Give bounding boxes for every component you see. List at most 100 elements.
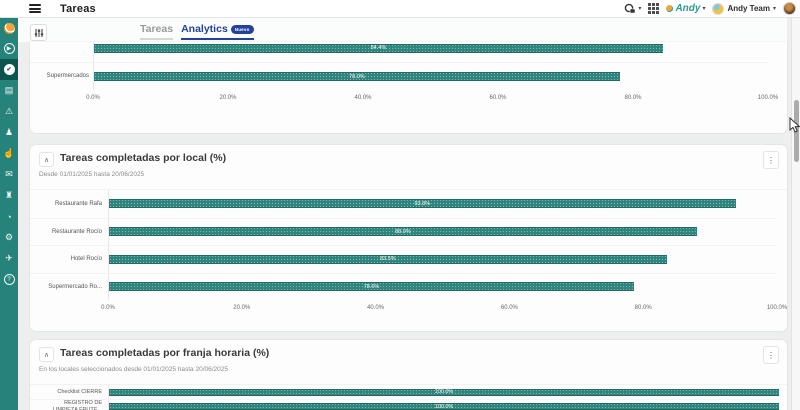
bar-value-label: 83.5% (380, 256, 396, 263)
chevron-down-icon: ▾ (702, 6, 706, 12)
user-avatar[interactable] (783, 2, 796, 15)
mouse-cursor (789, 117, 800, 133)
tab-analytics-label: Analytics (181, 23, 228, 35)
chevron-down-icon: ▾ (772, 6, 776, 12)
settings-icon: ⚙ (4, 232, 14, 242)
bar-track: 83.5% (108, 246, 777, 273)
new-badge: Nuevo (230, 24, 254, 34)
tab-tareas[interactable]: Tareas (140, 23, 174, 40)
time-icon: ◔ (6, 211, 12, 222)
help-icon: ? (3, 274, 15, 285)
bar-value-label: 78.6% (363, 283, 380, 290)
chart-card-franja: ∧ Tareas completadas por franja horaria … (30, 340, 787, 410)
chart-subtitle: En los locales seleccionados desde 01/01… (39, 366, 229, 373)
bar-value-label: 93.8% (414, 200, 431, 207)
sidebar-item-locations[interactable]: ♜ (0, 185, 18, 206)
bar-chart-groups: 84.4% Supermercados 78.0% 0.0% 20.0% 40.0% 60… (30, 42, 787, 105)
bar: 78.0% (94, 72, 620, 81)
locations-icon: ♜ (4, 190, 14, 200)
brand-name: Andy (675, 3, 701, 14)
sidebar-item-hand[interactable]: ☝ (0, 143, 18, 164)
bar: 100.0% (109, 403, 779, 410)
x-tick-label: 100.0% (766, 305, 787, 311)
bar-chart-franja: Checklist CIERRE 100.0% REGISTRO DE LIMPIE… (30, 384, 787, 410)
bar-value-label: 78.0% (349, 73, 365, 80)
kebab-menu-icon[interactable]: ⋮ (763, 346, 779, 364)
category-label: Hotel Rocío (70, 256, 102, 262)
user-badge-icon: ♟ (4, 127, 14, 137)
bar: 83.5% (109, 254, 667, 264)
tabs-strip (18, 18, 787, 42)
bar-track: 100.0% (108, 400, 779, 410)
collapse-button[interactable]: ∧ (39, 347, 54, 362)
apps-grid-icon[interactable] (648, 3, 660, 14)
x-tick-label: 60.0% (489, 95, 507, 101)
sidebar-item-tasks-check[interactable]: ✔ (0, 59, 18, 80)
sidebar-item-settings[interactable]: ⚙ (0, 227, 18, 248)
bar-track: 88.0% (108, 218, 777, 245)
sidebar-item-time[interactable]: ◔ (0, 206, 18, 227)
alerts-icon: ⚠ (4, 106, 14, 116)
kebab-menu-icon[interactable]: ⋮ (763, 151, 779, 169)
bar-track: 78.6% (108, 273, 777, 300)
team-menu[interactable]: Andy Team ▾ (712, 2, 776, 15)
brand-menu[interactable]: Andy ▾ (666, 3, 705, 14)
bar: 93.8% (109, 199, 736, 209)
x-tick-label: 80.0% (624, 95, 642, 101)
bar: 78.6% (109, 282, 635, 292)
category-label: Supermercado Ro... (48, 283, 102, 290)
sidebar-item-help[interactable]: ? (0, 269, 18, 290)
send-icon: ✈ (5, 253, 13, 263)
filters-button[interactable] (30, 24, 47, 41)
bar: 88.0% (109, 227, 697, 237)
bar-track: 84.4% (93, 42, 768, 62)
bar-track: 93.8% (108, 190, 777, 218)
main-content: Tareas Analytics Nuevo 84.4% Supermercado… (18, 18, 800, 410)
sidebar-item-checklist[interactable]: ▤ (0, 80, 18, 101)
view-tabs: Tareas Analytics Nuevo (140, 23, 254, 40)
play-circle-icon: ▶ (3, 43, 15, 54)
chevron-down-icon: ▾ (638, 6, 642, 12)
brand-logo-icon (666, 5, 674, 12)
sliders-icon (34, 28, 43, 37)
chart-row: Restaurante Rafa 93.8% (30, 190, 777, 218)
sidebar-item-alerts[interactable]: ⚠ (0, 101, 18, 122)
bar-value-label: 100.0% (434, 403, 454, 410)
x-axis: 0.0% 20.0% 40.0% 60.0% 80.0% 100.0% (86, 95, 778, 105)
sidebar-item-send[interactable]: ✈ (0, 248, 18, 269)
x-tick-label: 20.0% (219, 95, 237, 101)
bar-track: 100.0% (108, 385, 779, 399)
chart-card-groups: 84.4% Supermercados 78.0% 0.0% 20.0% 40.0% 60… (30, 42, 787, 133)
team-name: Andy Team (727, 4, 770, 13)
bar-value-label: 88.0% (395, 228, 411, 235)
menu-icon[interactable] (29, 4, 41, 13)
bar: 84.4% (94, 43, 663, 53)
sidebar-nav: ▶ ✔ ▤ ⚠ ♟ ☝ ✉ ♜ ◔ ⚙ ✈? (0, 18, 18, 410)
chart-row: Checklist CIERRE 100.0% (30, 385, 779, 399)
bar: 100.0% (109, 388, 779, 396)
card-header: ∧ Tareas completadas por local (%) ⋮ (30, 145, 787, 169)
language-icon (625, 3, 636, 13)
category-label: Checklist CIERRE (57, 388, 102, 395)
sidebar-brand-logo[interactable] (3, 23, 15, 34)
chart-row: 84.4% (30, 42, 768, 62)
language-selector[interactable]: ▾ (624, 3, 641, 15)
chart-subtitle: Desde 01/01/2025 hasta 20/06/2025 (39, 171, 145, 178)
collapse-button[interactable]: ∧ (39, 152, 54, 167)
checklist-icon: ▤ (4, 85, 14, 95)
chart-card-locales: ∧ Tareas completadas por local (%) ⋮ Des… (30, 145, 787, 331)
bar-track: 78.0% (93, 63, 768, 90)
sidebar-item-messages[interactable]: ✉ (0, 164, 18, 185)
tab-analytics[interactable]: Analytics Nuevo (181, 23, 254, 40)
chart-row: Supermercados 78.0% (30, 62, 768, 90)
sidebar-item-play-circle[interactable]: ▶ (0, 38, 18, 59)
top-header: Tareas ▾ Andy ▾ Andy Team ▾ (0, 0, 800, 18)
sidebar-item-user-badge[interactable]: ♟ (0, 122, 18, 143)
x-tick-label: 40.0% (354, 95, 372, 101)
category-label: REGISTRO DE LIMPIEZA FRUTE... (52, 400, 102, 410)
bar-value-label: 84.4% (370, 45, 387, 51)
card-header: ∧ Tareas completadas por franja horaria … (30, 340, 787, 364)
scrollbar-track[interactable] (791, 18, 800, 410)
category-label: Supermercados (46, 73, 89, 80)
header-actions: ▾ Andy ▾ Andy Team ▾ (624, 2, 800, 15)
